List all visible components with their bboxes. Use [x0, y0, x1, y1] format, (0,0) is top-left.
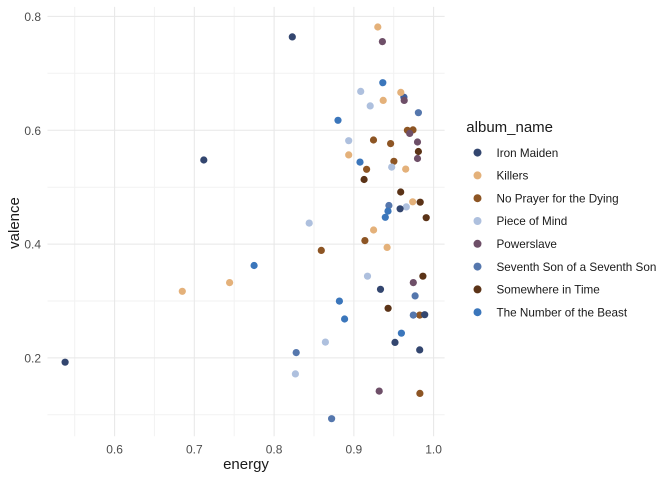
svg-text:0.4: 0.4	[24, 238, 41, 252]
svg-text:0.6: 0.6	[106, 442, 123, 456]
svg-text:0.8: 0.8	[266, 442, 283, 456]
svg-text:1.0: 1.0	[425, 442, 442, 456]
svg-text:energy: energy	[223, 456, 269, 473]
svg-text:0.2: 0.2	[24, 352, 41, 366]
svg-text:Iron Maiden: Iron Maiden	[497, 147, 559, 160]
svg-text:album_name: album_name	[466, 119, 553, 136]
svg-text:Somewhere in Time: Somewhere in Time	[497, 284, 600, 297]
svg-text:valence: valence	[6, 197, 23, 249]
svg-text:Seventh Son of a Seventh Son: Seventh Son of a Seventh Son	[497, 261, 657, 274]
svg-text:0.8: 0.8	[24, 10, 41, 24]
svg-text:The Number of the Beast: The Number of the Beast	[497, 306, 628, 319]
svg-text:Piece of Mind: Piece of Mind	[497, 215, 568, 228]
svg-text:0.6: 0.6	[24, 124, 41, 138]
svg-text:0.9: 0.9	[346, 442, 363, 456]
svg-text:0.7: 0.7	[186, 442, 203, 456]
svg-text:Killers: Killers	[497, 170, 529, 183]
svg-text:No Prayer for the Dying: No Prayer for the Dying	[497, 192, 619, 205]
svg-text:Powerslave: Powerslave	[497, 238, 557, 251]
